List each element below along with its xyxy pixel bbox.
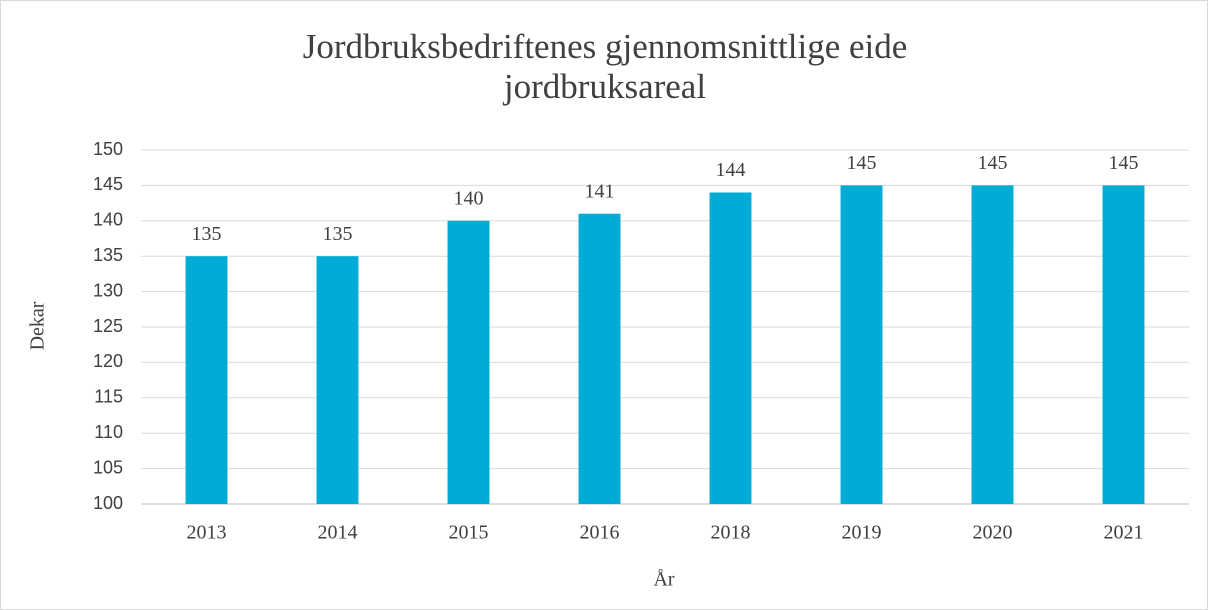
y-tick-label: 115 — [94, 387, 123, 407]
data-label: 141 — [585, 180, 615, 202]
x-tick-label: 2018 — [711, 522, 751, 544]
bar — [185, 256, 228, 504]
data-label: 144 — [716, 159, 746, 181]
y-axis-title: Dekar — [27, 301, 49, 350]
data-label: 135 — [192, 223, 222, 245]
x-tick-label: 2015 — [449, 522, 489, 544]
x-tick-label: 2014 — [318, 522, 358, 544]
y-tick-label: 110 — [94, 422, 123, 442]
x-tick-label: 2020 — [973, 522, 1013, 544]
bar — [578, 213, 621, 504]
data-label: 135 — [323, 223, 353, 245]
data-label: 145 — [978, 152, 1008, 174]
bar — [1102, 185, 1145, 504]
data-label: 145 — [1109, 152, 1139, 174]
y-tick-label: 120 — [93, 351, 123, 371]
y-tick-label: 130 — [93, 280, 123, 300]
y-tick-label: 140 — [93, 210, 123, 230]
y-tick-label: 105 — [93, 457, 123, 477]
y-tick-label: 145 — [93, 174, 123, 194]
bar — [316, 256, 359, 504]
y-tick-label: 100 — [93, 493, 123, 513]
x-tick-label: 2019 — [842, 522, 882, 544]
y-tick-label: 150 — [93, 139, 123, 159]
x-tick-label: 2016 — [580, 522, 620, 544]
x-axis-title: År — [653, 569, 674, 591]
data-label: 145 — [847, 152, 877, 174]
bar — [709, 192, 752, 505]
bar — [447, 220, 490, 505]
y-tick-label: 135 — [93, 245, 123, 265]
y-tick-label: 125 — [93, 316, 123, 336]
data-label: 140 — [454, 187, 484, 209]
chart-title: Jordbruksbedriftenes gjennomsnittlige ei… — [302, 27, 908, 106]
x-tick-label: 2013 — [187, 522, 227, 544]
x-tick-label: 2021 — [1104, 522, 1144, 544]
bar — [971, 185, 1014, 504]
bar — [840, 185, 883, 504]
